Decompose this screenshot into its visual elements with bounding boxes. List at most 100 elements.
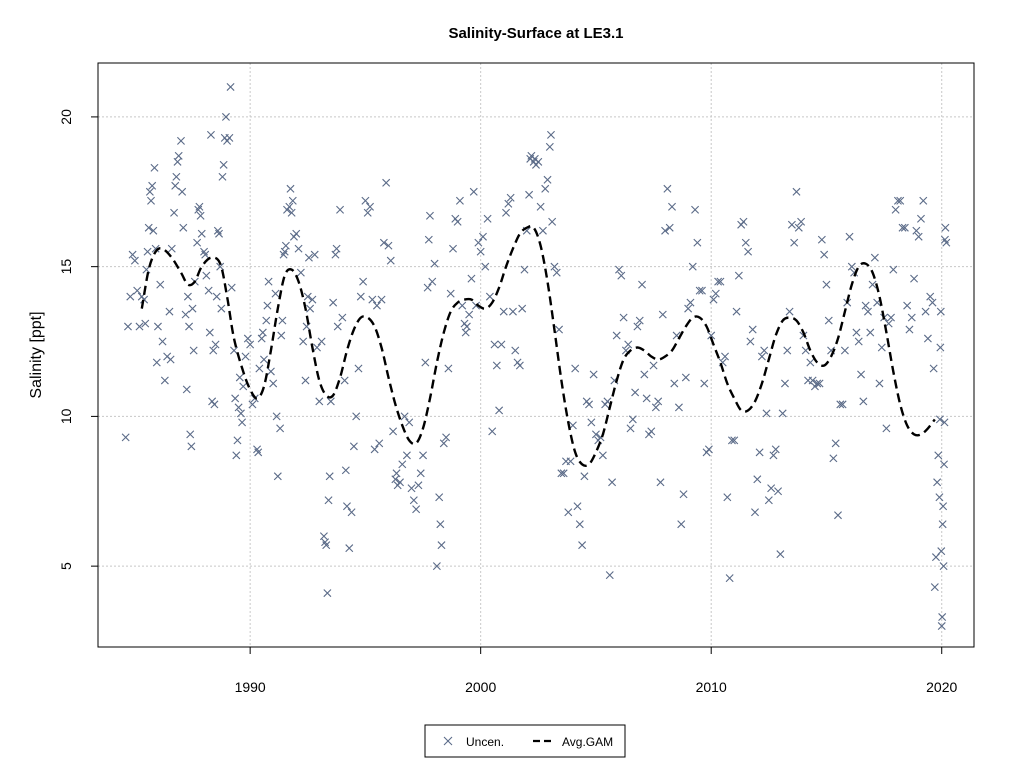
data-point — [232, 451, 241, 460]
data-point-stroke — [695, 286, 704, 295]
data-point-stroke — [375, 439, 384, 448]
data-point — [559, 469, 568, 478]
data-point-stroke — [409, 496, 418, 505]
data-point-stroke — [923, 334, 932, 343]
data-point-stroke — [345, 544, 354, 553]
data-point — [511, 346, 520, 355]
data-point-stroke — [412, 505, 421, 514]
data-point-stroke — [232, 451, 241, 460]
data-point-stroke — [502, 208, 511, 217]
data-point-stroke — [201, 250, 210, 259]
data-point — [412, 505, 421, 514]
data-point-stroke — [499, 307, 508, 316]
data-point — [135, 322, 144, 331]
data-point-stroke — [384, 241, 393, 250]
data-point-stroke — [407, 484, 416, 493]
data-point — [179, 223, 188, 232]
data-point — [359, 277, 368, 286]
data-point — [442, 433, 451, 442]
data-point-stroke — [288, 196, 297, 205]
data-point — [366, 202, 375, 211]
data-point — [181, 310, 190, 319]
data-point-stroke — [277, 331, 286, 340]
data-point — [693, 238, 702, 247]
data-point — [189, 346, 198, 355]
data-point-stroke — [861, 301, 870, 310]
data-point-stroke — [294, 244, 303, 253]
data-point-stroke — [359, 277, 368, 286]
data-point — [534, 157, 543, 166]
data-point — [508, 307, 517, 316]
data-point-stroke — [619, 313, 628, 322]
data-point — [905, 325, 914, 334]
data-point — [612, 331, 621, 340]
data-point — [753, 475, 762, 484]
legend-marker-uncen — [443, 736, 453, 746]
data-point — [907, 313, 916, 322]
data-point-stroke — [461, 328, 470, 337]
data-point — [354, 364, 363, 373]
data-point-stroke — [165, 307, 174, 316]
data-point-stroke — [205, 328, 214, 337]
data-point — [352, 412, 361, 421]
data-point — [608, 478, 617, 487]
data-point-stroke — [615, 265, 623, 274]
data-point-stroke — [254, 448, 263, 457]
data-point-stroke — [170, 208, 179, 217]
data-point-stroke — [183, 292, 192, 301]
data-point — [557, 469, 566, 478]
data-point-stroke — [389, 427, 398, 436]
data-point — [197, 229, 206, 238]
data-point — [638, 280, 647, 289]
data-point — [356, 292, 365, 301]
data-point-stroke — [200, 247, 209, 256]
data-point-stroke — [555, 325, 564, 334]
data-point-stroke — [741, 238, 750, 247]
data-point-stroke — [571, 364, 580, 373]
data-point-stroke — [541, 184, 550, 193]
data-point-stroke — [151, 244, 160, 253]
data-point — [219, 160, 228, 169]
data-point — [684, 304, 693, 313]
data-point-stroke — [352, 412, 361, 421]
data-point-stroke — [585, 400, 594, 409]
data-point-stroke — [681, 373, 690, 382]
data-point — [598, 451, 607, 460]
data-point — [424, 235, 433, 244]
data-point — [234, 403, 243, 412]
data-point-stroke — [206, 130, 215, 139]
data-point-stroke — [263, 301, 272, 310]
data-point-stroke — [323, 589, 332, 598]
data-point-stroke — [299, 337, 308, 346]
data-point — [619, 313, 628, 322]
data-point-stroke — [638, 280, 647, 289]
data-point — [774, 487, 783, 496]
data-point — [647, 427, 656, 436]
data-point-stroke — [711, 289, 720, 298]
data-point — [790, 238, 799, 247]
data-point-stroke — [239, 382, 248, 391]
data-point-stroke — [253, 445, 262, 454]
data-point-stroke — [238, 418, 247, 427]
data-point — [435, 493, 444, 502]
uncensored-points — [121, 82, 951, 631]
data-point-stroke — [939, 562, 948, 571]
data-point — [301, 376, 310, 385]
data-point — [940, 460, 949, 469]
data-point — [585, 400, 594, 409]
data-point-stroke — [258, 328, 267, 337]
data-point-stroke — [212, 292, 221, 301]
data-point-stroke — [732, 307, 741, 316]
data-point — [202, 271, 211, 280]
y-axis: 5 10 15 20 — [58, 109, 98, 570]
data-point — [304, 253, 313, 262]
data-point — [333, 322, 342, 331]
data-point — [587, 418, 596, 427]
data-point — [787, 220, 796, 229]
data-point — [797, 217, 806, 226]
data-point-stroke — [185, 322, 194, 331]
data-point — [186, 430, 195, 439]
data-point-stroke — [446, 289, 455, 298]
data-point-stroke — [866, 328, 875, 337]
data-point-stroke — [204, 286, 213, 295]
